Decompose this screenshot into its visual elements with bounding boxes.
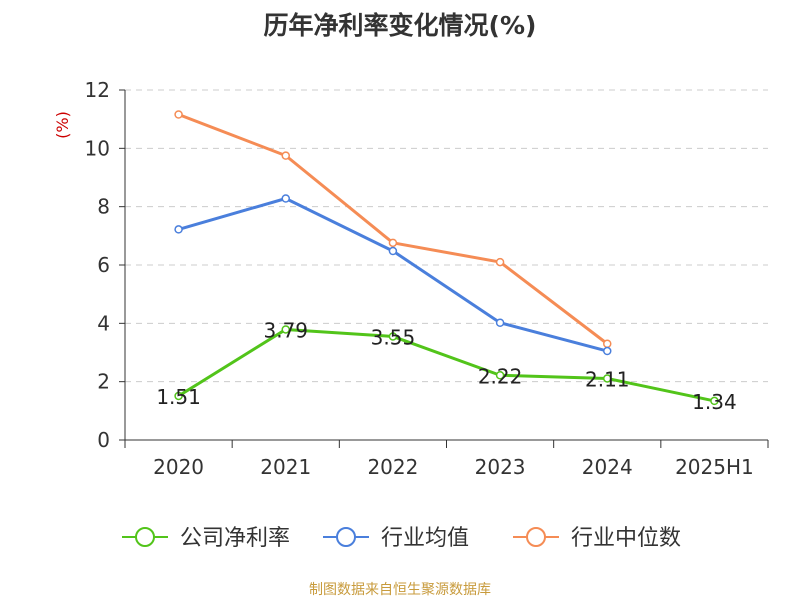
data-point	[388, 332, 398, 341]
x-tick-label: 2024	[582, 455, 633, 479]
data-point	[388, 246, 398, 256]
series-line-2	[178, 113, 609, 345]
y-tick-label: 2	[97, 370, 110, 394]
y-tick-label: 6	[97, 253, 110, 277]
x-tick-label: 2023	[475, 455, 526, 479]
y-tick-label: 0	[97, 428, 110, 452]
data-point	[281, 194, 290, 203]
data-point	[603, 339, 612, 348]
data-label: 2.11	[585, 367, 630, 391]
data-label: 2.22	[478, 364, 523, 388]
legend-label: 行业均值	[381, 526, 469, 551]
data-point	[495, 318, 505, 327]
data-point	[174, 225, 183, 234]
data-point	[281, 151, 290, 160]
data-point	[495, 257, 505, 267]
data-label: 1.51	[156, 385, 201, 409]
y-tick-label: 12	[85, 78, 110, 102]
legend-marker	[135, 527, 155, 547]
data-point	[281, 325, 290, 334]
data-label: 3.55	[371, 325, 416, 349]
x-tick-label: 2020	[153, 455, 204, 479]
data-label: 1.34	[692, 390, 737, 414]
source-note: 制图数据来自恒生聚源数据库	[309, 582, 491, 598]
x-tick-label: 2022	[367, 455, 418, 479]
data-point	[603, 346, 612, 356]
legend-label: 公司净利率	[180, 526, 290, 551]
y-tick-label: 8	[97, 195, 110, 219]
y-axis-label: (%)	[53, 111, 72, 139]
x-tick-label: 2021	[260, 455, 311, 479]
legend-item: 行业中位数	[513, 526, 681, 551]
data-point	[174, 110, 183, 119]
data-label: 3.79	[263, 318, 308, 342]
chart-title: 历年净利率变化情况(%)	[263, 11, 537, 40]
legend-label: 行业中位数	[571, 526, 681, 551]
legend-marker	[336, 527, 356, 547]
legend-item: 行业均值	[323, 526, 469, 551]
data-point	[388, 238, 398, 248]
legend-item: 公司净利率	[122, 526, 290, 551]
data-point	[174, 391, 183, 401]
legend-marker	[526, 527, 546, 547]
x-tick-label: 2025H1	[675, 455, 754, 479]
data-point	[603, 374, 612, 383]
data-point	[710, 396, 719, 406]
series-line-0	[177, 327, 715, 403]
y-tick-label: 10	[85, 136, 110, 160]
data-point	[495, 371, 505, 380]
y-tick-label: 4	[97, 311, 110, 335]
